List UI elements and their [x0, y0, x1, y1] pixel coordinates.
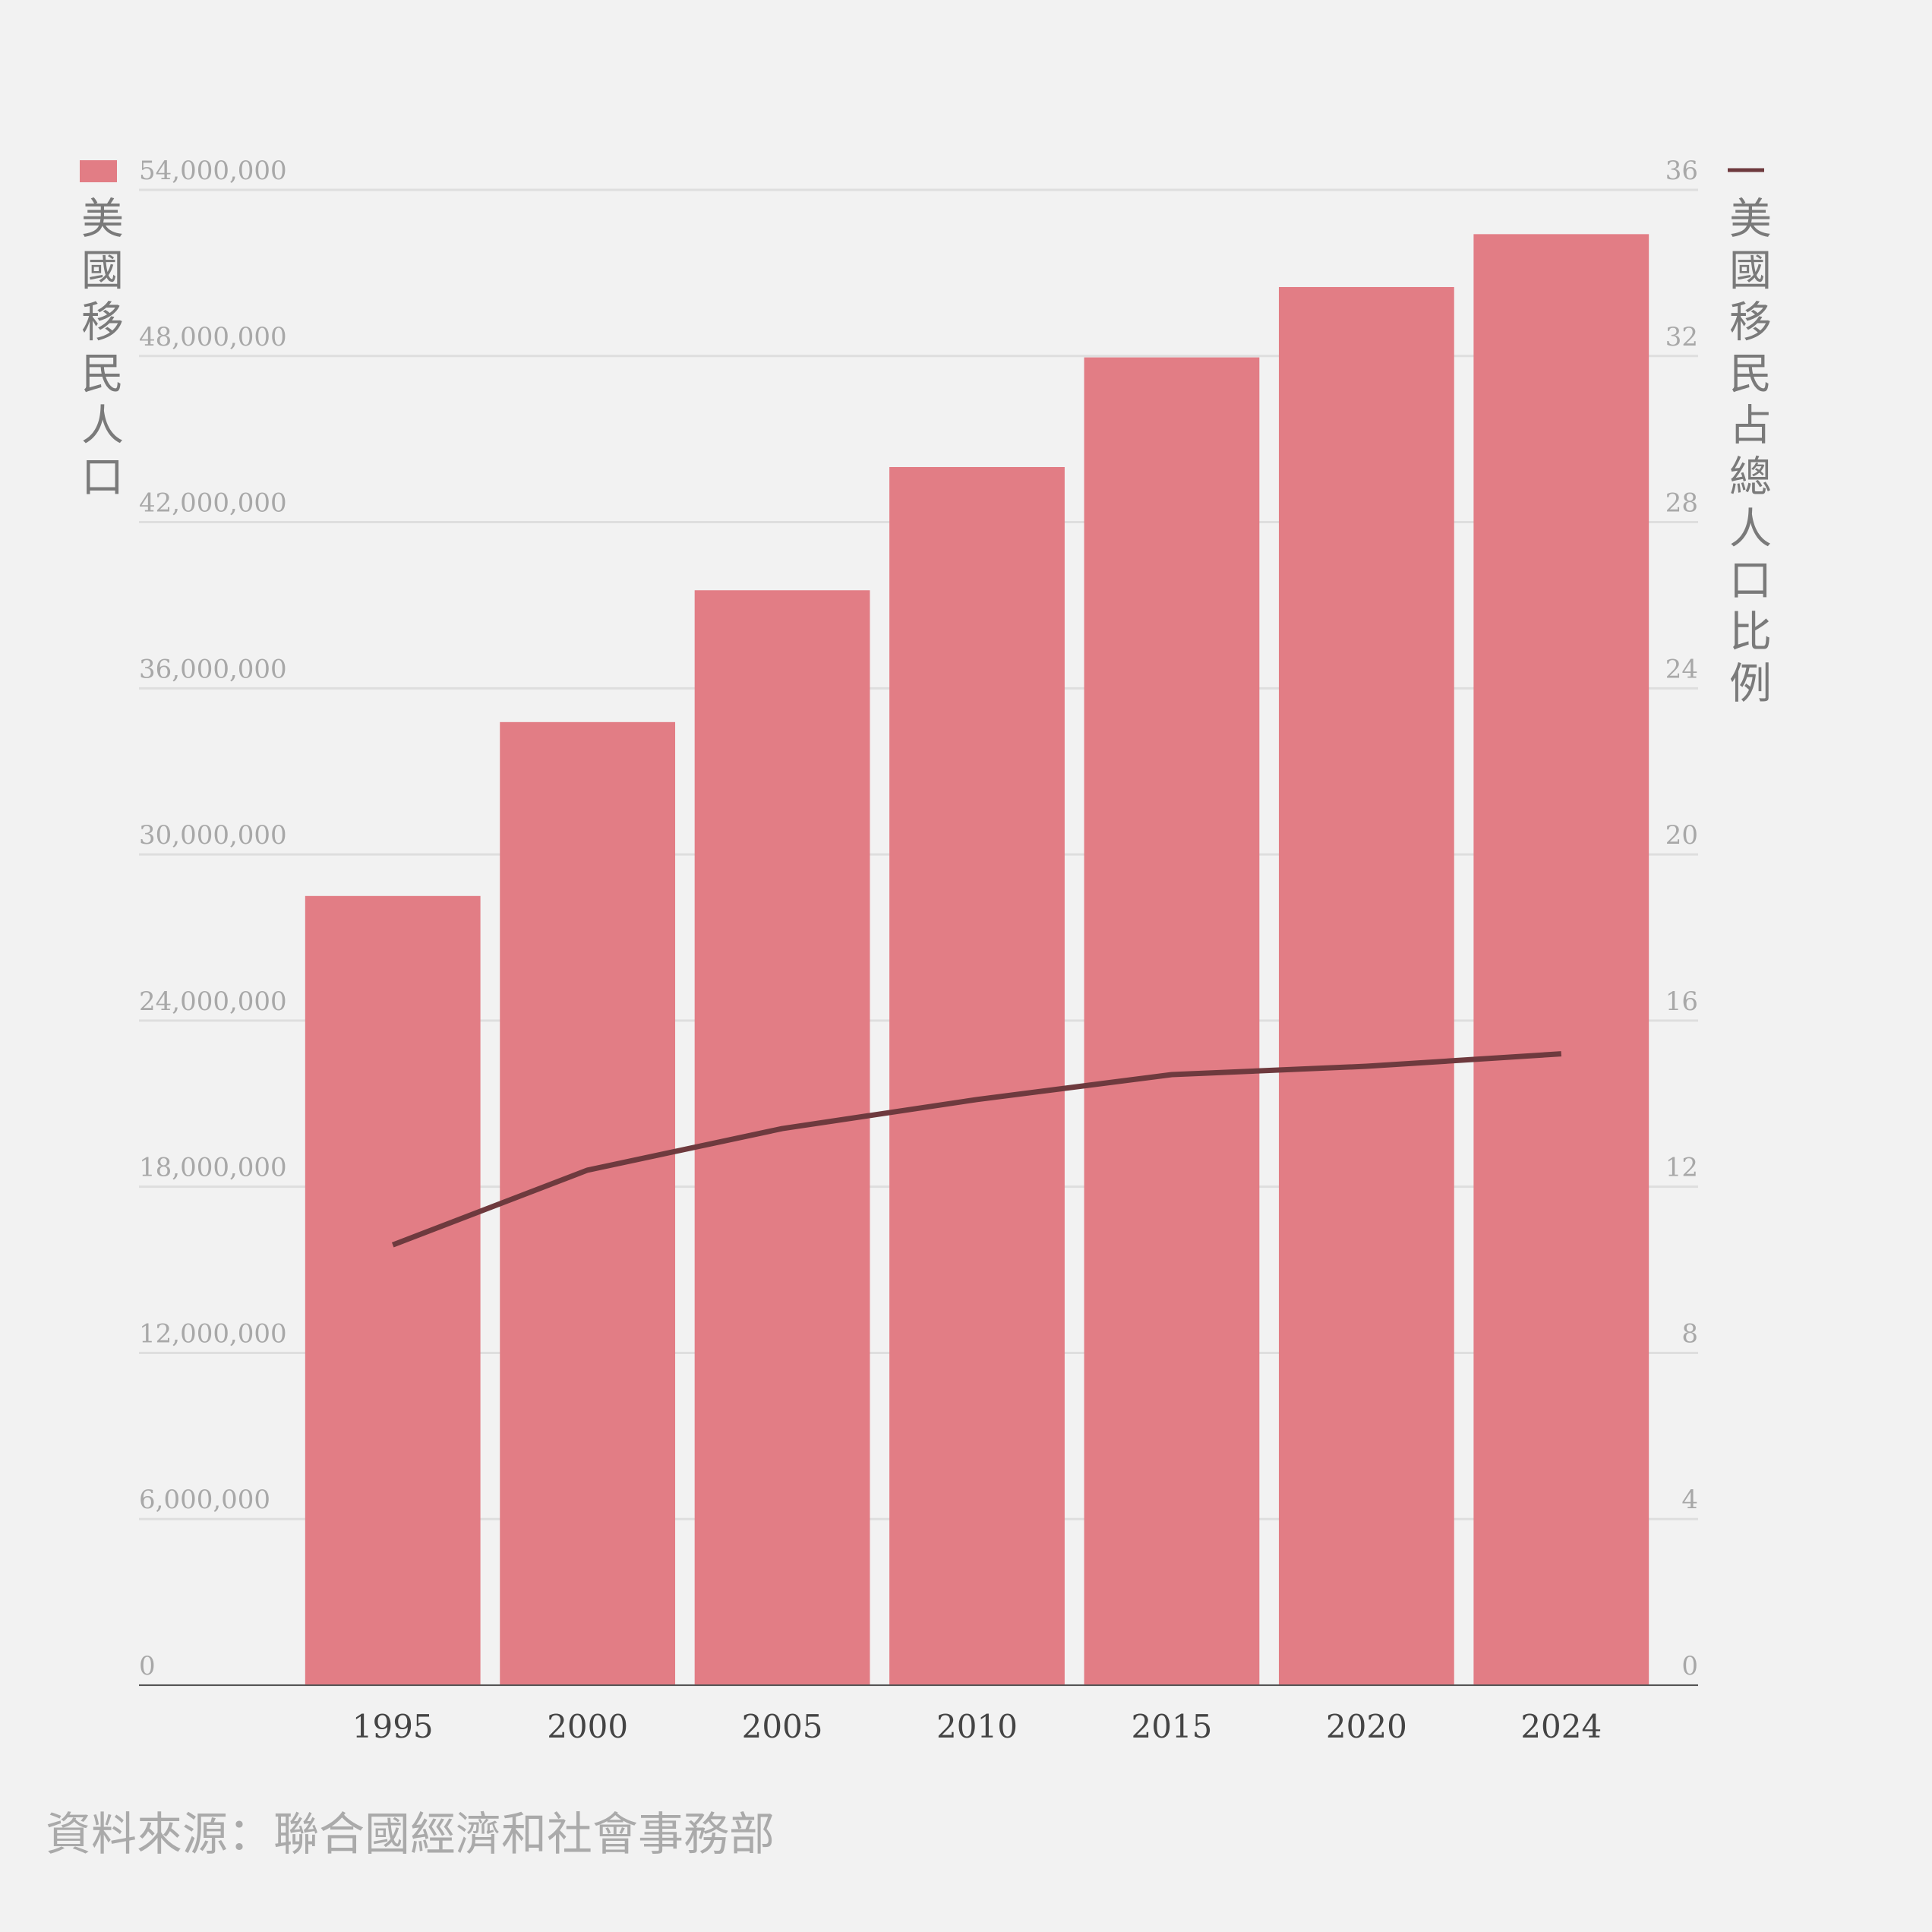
x-tick-label: 2020: [1326, 1708, 1407, 1745]
y2-axis-title: 美國移民占總人口比例: [1722, 196, 1772, 712]
y2-tick-label: 32: [1665, 322, 1698, 352]
x-tick-label: 2010: [936, 1708, 1018, 1745]
y2-tick-label: 16: [1665, 987, 1698, 1017]
y2-tick-label: 12: [1665, 1153, 1698, 1183]
y2-tick-label: 36: [1665, 156, 1698, 186]
bar: [305, 895, 481, 1685]
x-tick-label: 2015: [1131, 1708, 1212, 1745]
bar: [1473, 234, 1649, 1686]
bar: [694, 590, 870, 1686]
x-tick-label: 1995: [352, 1708, 434, 1745]
source: 資料來源：聯合國經濟和社會事務部: [46, 1808, 775, 1861]
y2-tick-label: 20: [1665, 820, 1698, 851]
y-tick-label: 6,000,000: [139, 1485, 270, 1515]
y2-tick-label: 24: [1665, 654, 1698, 684]
y-tick-label: 30,000,000: [139, 820, 287, 851]
bar: [889, 466, 1065, 1685]
x-tick-label: 2024: [1520, 1708, 1602, 1745]
x-tick-label: 2000: [547, 1708, 628, 1745]
bar: [500, 721, 676, 1686]
bar: [1278, 286, 1454, 1685]
y-tick-label: 0: [139, 1651, 156, 1681]
y-tick-label: 54,000,000: [139, 156, 287, 186]
y-tick-label: 12,000,000: [139, 1318, 287, 1349]
line: [391, 1051, 1562, 1248]
y-tick-label: 36,000,000: [139, 654, 287, 684]
y2-tick-label: 28: [1665, 488, 1698, 519]
y-tick-label: 24,000,000: [139, 987, 287, 1017]
y-tick-label: 48,000,000: [139, 322, 287, 352]
y-axis-title: 美國移民人口: [74, 196, 124, 506]
legend-swatch: [80, 160, 117, 182]
y2-tick-label: 8: [1681, 1318, 1698, 1349]
bar: [1084, 357, 1260, 1685]
y2-tick-label: 0: [1681, 1651, 1698, 1681]
x-tick-label: 2005: [742, 1708, 823, 1745]
y-tick-label: 42,000,000: [139, 488, 287, 519]
y-tick-label: 18,000,000: [139, 1153, 287, 1183]
y2-tick-label: 4: [1681, 1485, 1698, 1515]
